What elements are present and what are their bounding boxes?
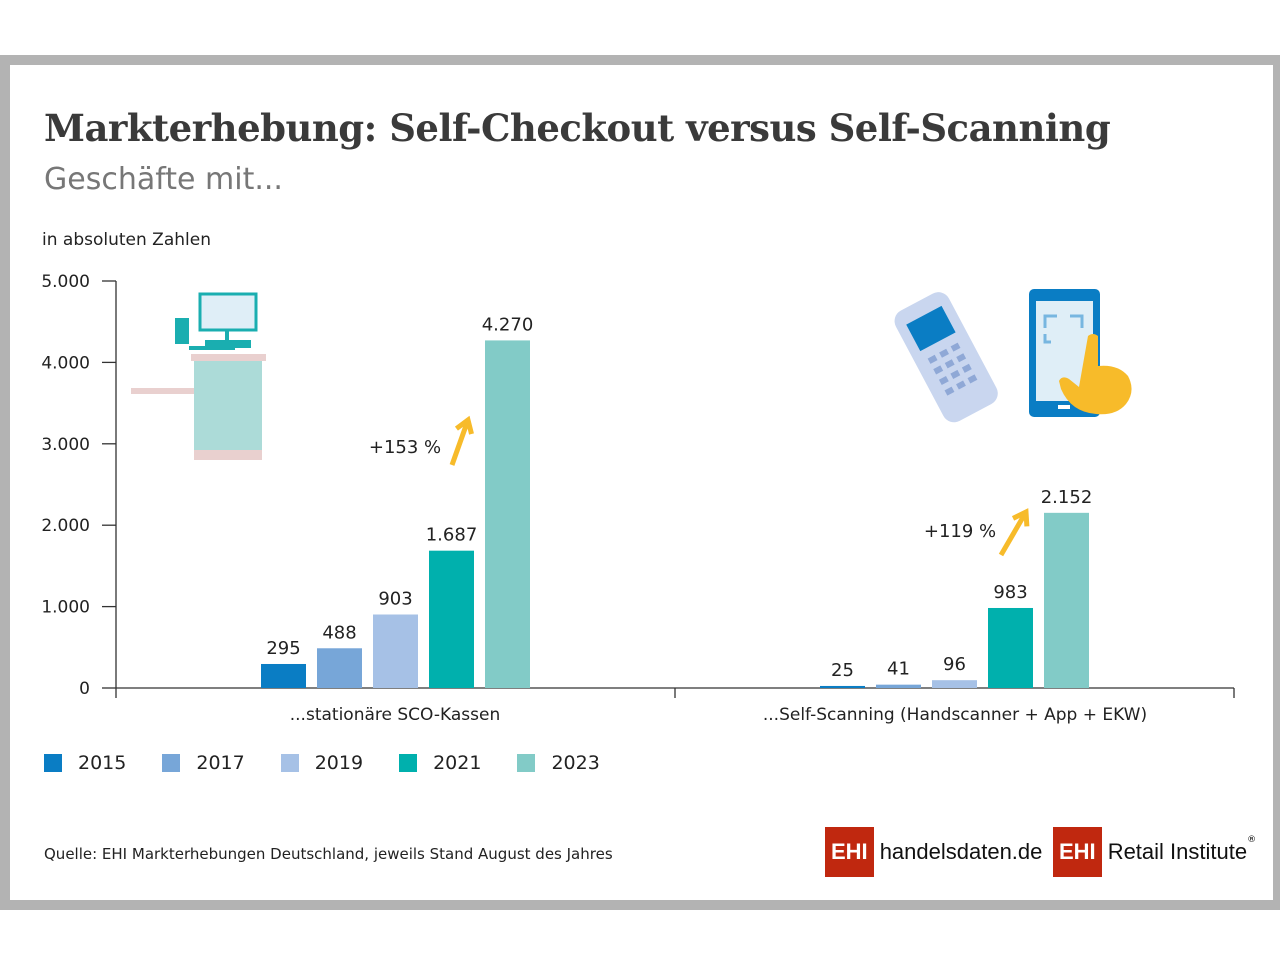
bar-2021	[988, 607, 1033, 688]
growth-annotation: +153 %	[369, 437, 441, 458]
bar-2021	[429, 550, 474, 688]
handelsdaten-logo: EHI handelsdaten.de	[825, 827, 1042, 877]
growth-arrow-icon	[998, 510, 1029, 557]
y-tick-label: 4.000	[41, 353, 90, 373]
data-label: 4.270	[482, 314, 534, 335]
data-label: 41	[887, 659, 910, 680]
legend-label: 2023	[551, 752, 600, 774]
growth-annotation: +119 %	[924, 521, 996, 542]
bar-2015	[820, 685, 865, 688]
legend-item-2023: 2023	[517, 752, 600, 774]
y-tick-label: 0	[79, 679, 90, 699]
bar-2017	[317, 648, 362, 688]
y-tick-label: 1.000	[41, 598, 90, 618]
legend-label: 2019	[314, 752, 364, 774]
checkout-illustration	[131, 292, 266, 460]
bar-2015	[261, 663, 306, 688]
handscanner-illustration	[894, 292, 998, 423]
chart-title: Markterhebung: Self-Checkout versus Self…	[44, 106, 1111, 150]
data-label: 1.687	[426, 525, 478, 546]
legend-item-2021: 2021	[399, 752, 481, 774]
bar-2019	[932, 680, 977, 688]
frame	[0, 55, 1280, 910]
data-label: 983	[993, 582, 1027, 603]
chart-subtitle: Geschäfte mit...	[44, 162, 283, 197]
data-label: 25	[831, 660, 854, 681]
legend-swatch	[162, 754, 181, 772]
legend: 2015 2017 2019 2021 2023	[44, 752, 636, 774]
x-category-label: ...Self-Scanning (Handscanner + App + EK…	[763, 705, 1147, 725]
bar-2019	[373, 614, 418, 688]
data-label: 96	[943, 654, 966, 675]
data-label: 2.152	[1041, 487, 1093, 508]
legend-swatch	[517, 754, 536, 772]
legend-label: 2021	[433, 752, 482, 774]
legend-swatch	[280, 754, 299, 772]
legend-item-2015: 2015	[44, 752, 126, 774]
bar-2023	[485, 340, 530, 688]
y-tick-label: 2.000	[41, 516, 90, 536]
legend-swatch	[399, 754, 418, 772]
legend-swatch	[44, 754, 62, 772]
y-tick-label: 3.000	[41, 435, 90, 455]
bar-2023	[1044, 512, 1089, 688]
growth-arrowhead-icon	[1011, 508, 1030, 527]
y-axis-label: in absoluten Zahlen	[42, 230, 211, 250]
growth-arrowhead-icon	[454, 415, 474, 435]
data-label: 903	[378, 588, 412, 609]
y-tick-label: 5.000	[41, 272, 90, 292]
data-label: 488	[322, 622, 356, 643]
growth-arrow-icon	[449, 419, 471, 466]
smartphone-illustration	[1029, 289, 1132, 417]
bar-2017	[876, 684, 921, 688]
legend-item-2017: 2017	[162, 752, 245, 774]
legend-item-2019: 2019	[280, 752, 364, 774]
x-category-label: ...stationäre SCO-Kassen	[290, 705, 500, 725]
ehi-retail-institute-logo: EHI Retail Institute ®	[1053, 827, 1256, 877]
source-note: Quelle: EHI Markterhebungen Deutschland,…	[44, 845, 613, 863]
data-label: 295	[266, 638, 300, 659]
legend-label: 2015	[78, 752, 127, 774]
legend-label: 2017	[196, 752, 245, 774]
